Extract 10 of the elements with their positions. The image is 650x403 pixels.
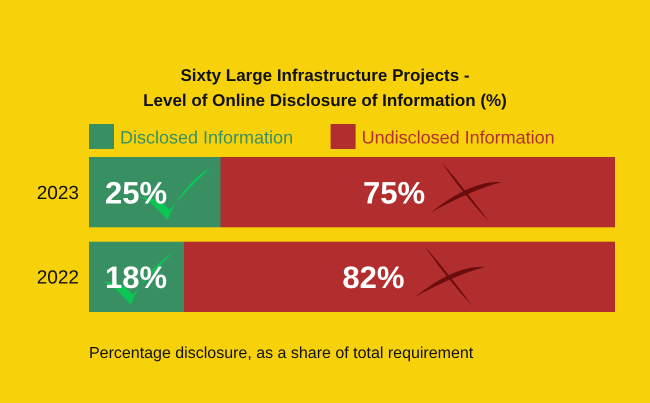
y-tick-label: 2023 [36,182,79,204]
data-label: 82% [342,260,404,296]
legend-label: Disclosed Information [120,127,294,148]
data-label: 25% [105,175,168,210]
chart-title: Sixty Large Infrastructure Projects - Level of Online Disclosure of Information (%) [143,66,507,110]
legend-label: Undisclosed Information [362,127,555,148]
data-label: 75% [363,175,426,210]
data-label: 18% [105,260,168,296]
y-tick-label: 2022 [36,268,79,289]
text: Percentage disclosure, as a share of total requirement [89,344,474,362]
